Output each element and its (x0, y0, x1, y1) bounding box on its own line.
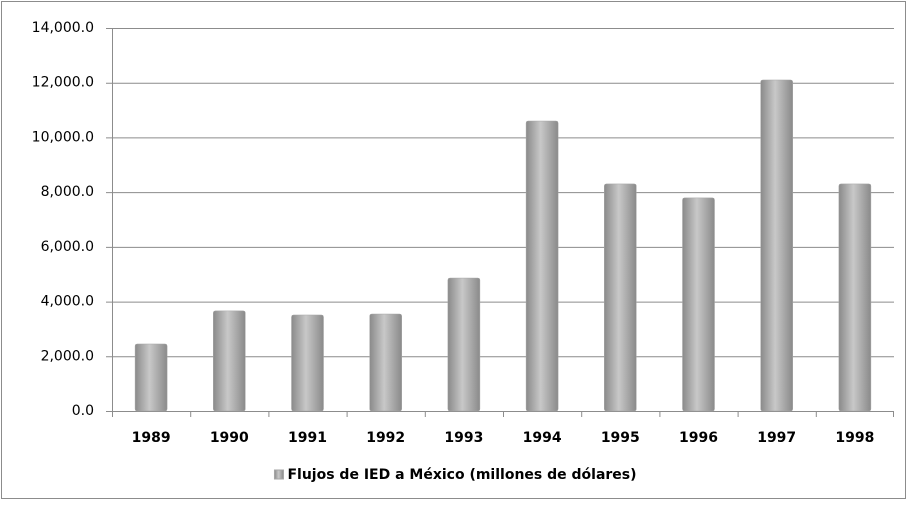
bar (838, 183, 872, 412)
bar (682, 197, 715, 412)
bar (134, 343, 168, 412)
y-tick-label: 0.0 (72, 403, 94, 419)
x-tick-label: 1995 (601, 430, 640, 446)
bar (525, 120, 559, 412)
x-tick-label: 1990 (210, 430, 249, 446)
legend-label: Flujos de IED a México (millones de dóla… (287, 467, 636, 483)
x-tick-label: 1991 (288, 430, 327, 446)
x-tick-label: 1994 (523, 430, 562, 446)
y-tick-label: 14,000.0 (32, 20, 94, 36)
bar (291, 314, 324, 412)
bar (447, 277, 481, 412)
y-tick-label: 10,000.0 (32, 129, 94, 145)
y-tick-label: 2,000.0 (41, 348, 94, 364)
x-tick-label: 1998 (835, 430, 874, 446)
bar (369, 313, 402, 412)
y-tick-label: 12,000.0 (32, 75, 94, 91)
x-tick-label: 1992 (366, 430, 405, 446)
x-tick-label: 1996 (679, 430, 718, 446)
x-tick-label: 1993 (444, 430, 483, 446)
y-tick-label: 4,000.0 (41, 294, 94, 310)
bar (760, 79, 793, 412)
legend-swatch (273, 469, 284, 480)
y-tick-label: 8,000.0 (41, 184, 94, 200)
bar (604, 183, 637, 412)
y-tick-label: 6,000.0 (41, 239, 94, 255)
x-tick-label: 1997 (757, 430, 796, 446)
x-tick-label: 1989 (132, 430, 171, 446)
bar (213, 310, 246, 412)
